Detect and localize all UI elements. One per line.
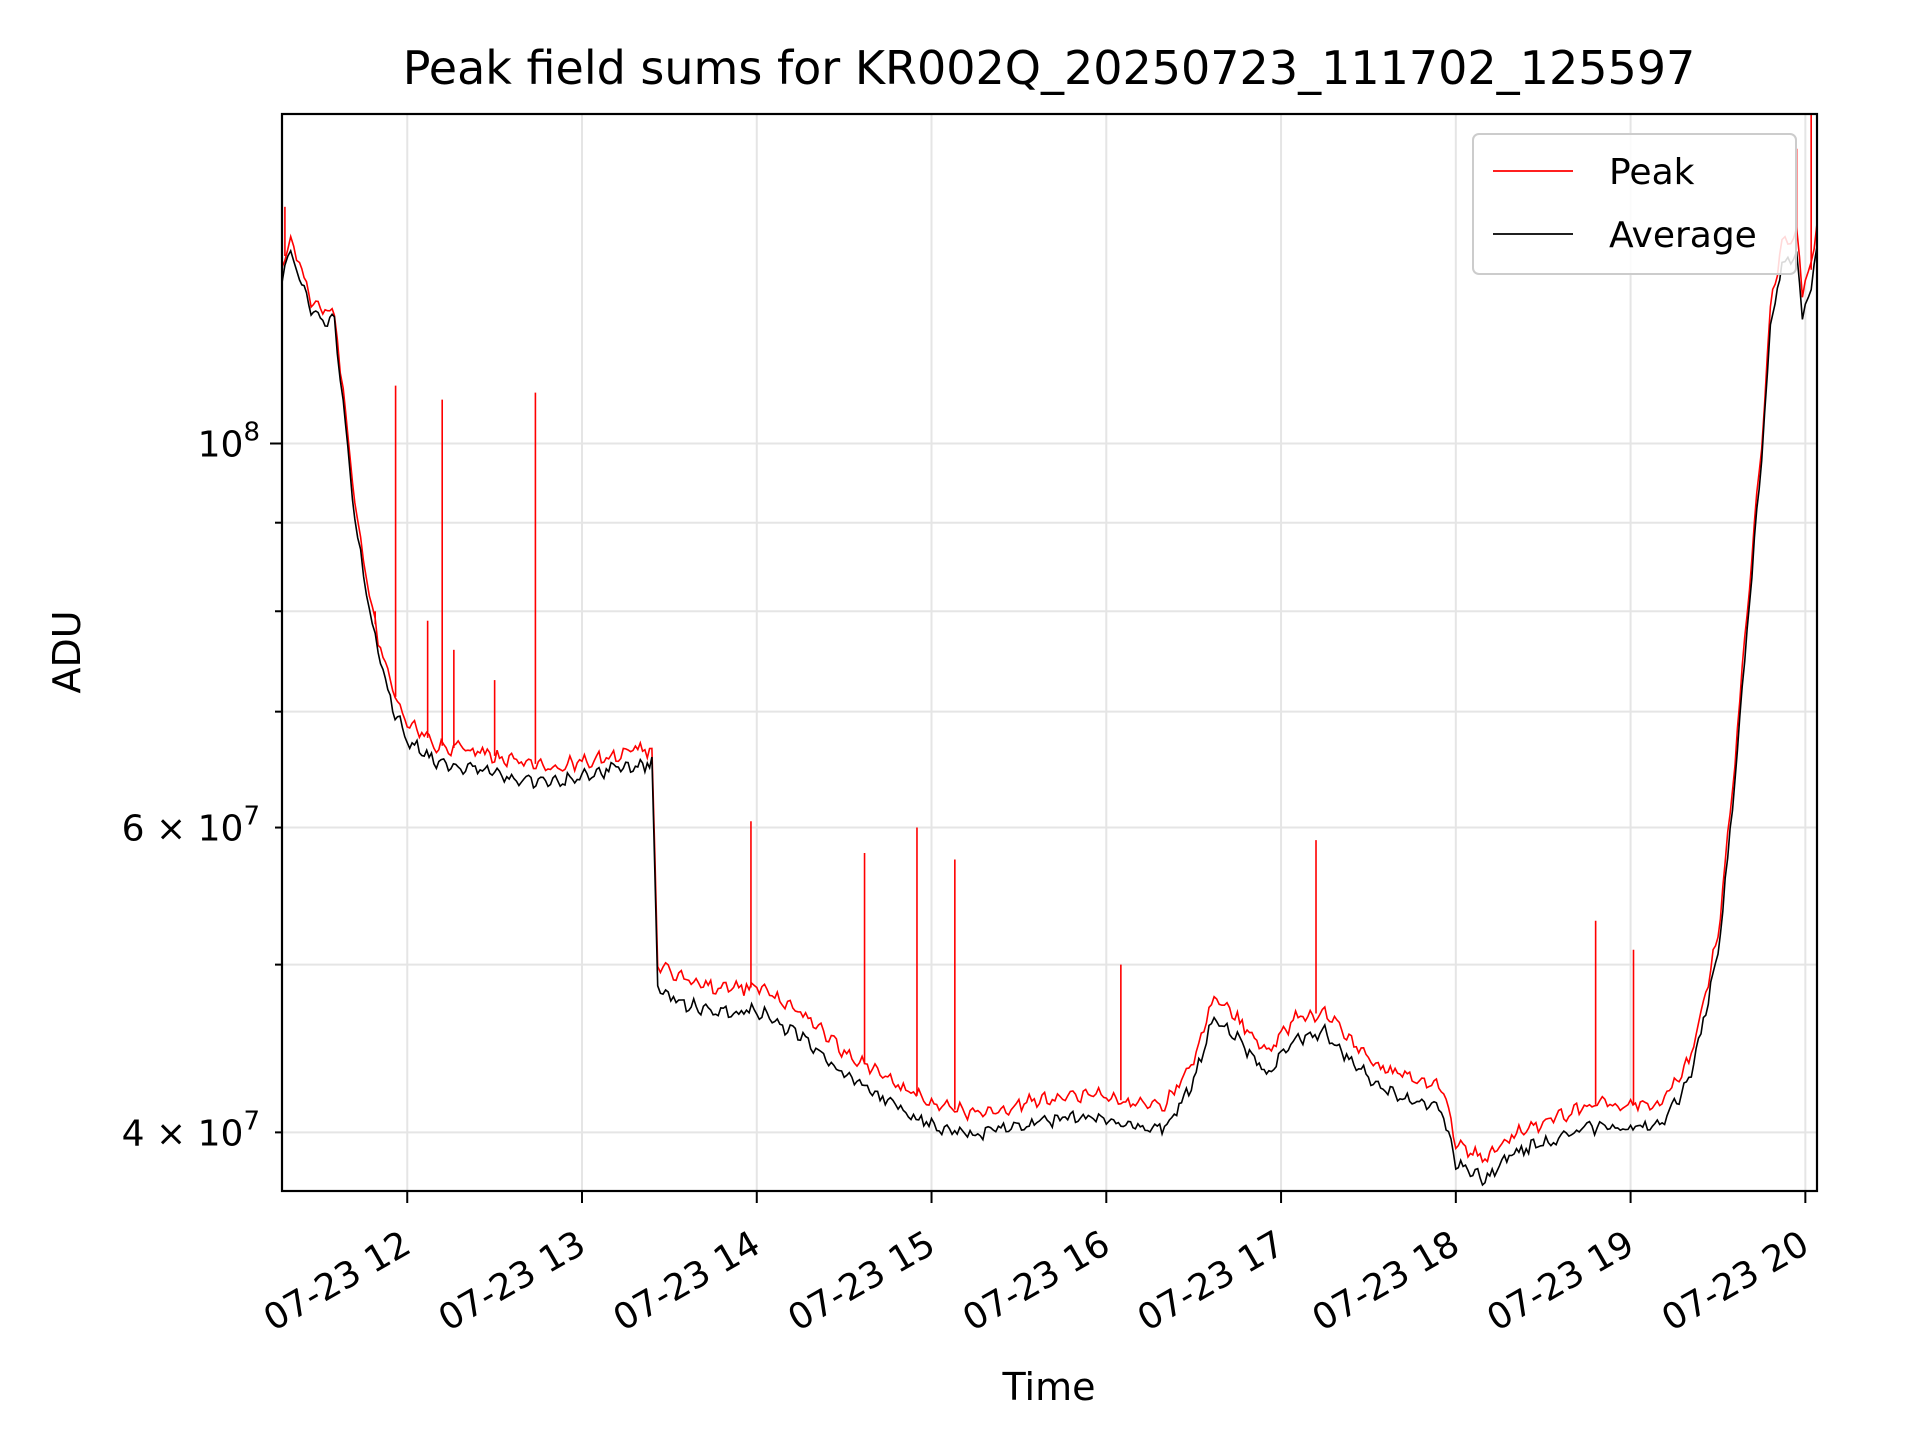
legend: Peak Average [1472, 133, 1797, 275]
peak-series-line [282, 223, 1817, 1164]
y-tick-label: 108 [198, 417, 260, 465]
grid [282, 114, 1817, 1191]
y-tick-label: 4 × 107 [122, 1106, 260, 1154]
x-axis-label: Time [1002, 1365, 1096, 1409]
average-series-line [282, 246, 1817, 1187]
series-layer [282, 114, 1817, 1187]
y-axis-label: ADU [45, 610, 89, 693]
y-tick-label: 6 × 107 [122, 802, 260, 850]
legend-label-peak: Peak [1609, 152, 1695, 193]
chart-title: Peak field sums for KR002Q_20250723_1117… [403, 41, 1696, 95]
plot-frame [280, 112, 1819, 1193]
legend-box [1472, 133, 1797, 275]
legend-label-average: Average [1609, 215, 1757, 256]
